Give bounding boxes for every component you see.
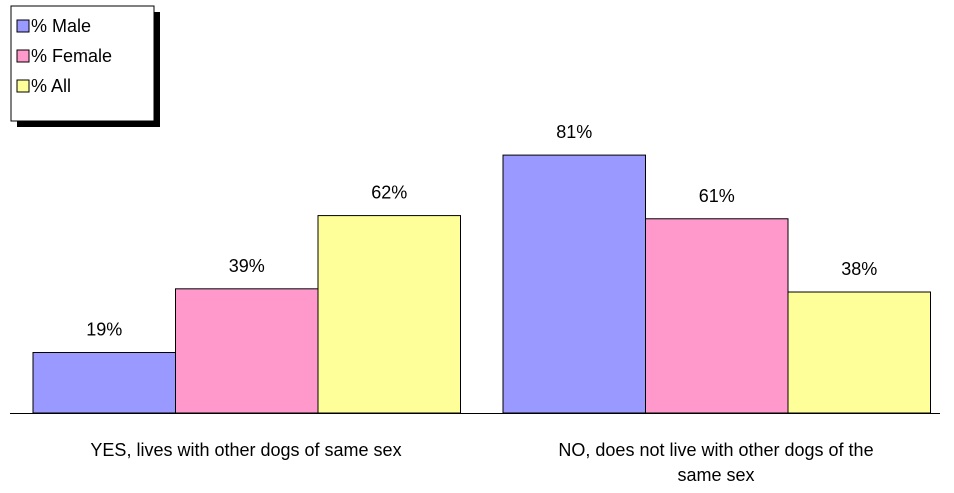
- legend-label-2: % All: [31, 76, 71, 96]
- bar-1-1: [645, 218, 789, 414]
- bar-1-0: [175, 288, 319, 414]
- bar-2-0: [317, 215, 461, 414]
- legend-swatch-0: [16, 19, 30, 33]
- data-label-2-0: 62%: [371, 183, 407, 203]
- legend-box: [10, 5, 155, 122]
- bar-0-1: [502, 154, 646, 414]
- legend-label-0: % Male: [31, 16, 91, 36]
- legend-swatch-2: [16, 79, 30, 93]
- data-label-0-0: 19%: [86, 320, 122, 340]
- bar-0-0: [32, 352, 176, 414]
- bar-2-1: [787, 291, 931, 414]
- data-label-2-1: 38%: [841, 259, 877, 279]
- data-label-1-1: 61%: [699, 186, 735, 206]
- legend-swatch-1: [16, 49, 30, 63]
- legend-label-1: % Female: [31, 46, 112, 66]
- legend: % Male % Female % All: [10, 5, 160, 127]
- category-label-0: YES, lives with other dogs of same sex: [90, 440, 401, 460]
- data-label-0-1: 81%: [556, 122, 592, 142]
- category-label-1: NO, does not live with other dogs of the…: [558, 440, 873, 485]
- data-label-1-0: 39%: [229, 256, 265, 276]
